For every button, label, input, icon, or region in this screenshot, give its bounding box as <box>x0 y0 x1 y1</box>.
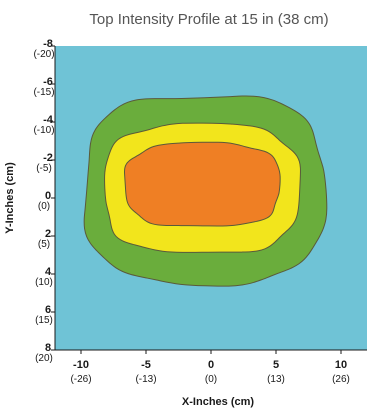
y-tick-label: -2 <box>43 152 53 164</box>
intensity-zones <box>83 95 328 287</box>
y-tick-label: 6 <box>45 304 51 316</box>
x-tick-label: -5 <box>141 359 151 371</box>
x-tick-label: 10 <box>335 359 347 371</box>
x-axis-label: X-Inches (cm) <box>182 396 254 408</box>
x-tick-sublabel: (0) <box>205 374 217 385</box>
y-tick-sublabel: (15) <box>35 315 53 326</box>
x-tick-sublabel: (26) <box>332 374 350 385</box>
x-tick-sublabel: (-26) <box>70 374 91 385</box>
y-tick-label: -4 <box>43 114 54 126</box>
y-tick-sublabel: (-20) <box>33 49 54 60</box>
y-tick-label: 8 <box>45 342 51 354</box>
x-tick-sublabel: (13) <box>267 374 285 385</box>
y-tick-sublabel: (10) <box>35 277 53 288</box>
x-tick-sublabel: (-13) <box>135 374 156 385</box>
chart-title: Top Intensity Profile at 15 in (38 cm) <box>89 11 328 28</box>
y-axis-ticks: -8(-20) -6(-15) -4(-10) -2(-5) 0(0) 2(5) 4(10)… <box>33 38 55 364</box>
y-tick-sublabel: (20) <box>35 353 53 364</box>
orange-zone <box>123 141 281 227</box>
y-tick-label: 0 <box>45 190 51 202</box>
y-axis-label: Y-Inches (cm) <box>4 162 16 234</box>
x-tick-label: -10 <box>73 359 89 371</box>
y-tick-sublabel: (-5) <box>36 163 52 174</box>
y-tick-label: 4 <box>45 266 52 278</box>
y-tick-label: 2 <box>45 228 51 240</box>
y-tick-sublabel: (-10) <box>33 125 54 136</box>
y-tick-label: -6 <box>43 76 53 88</box>
x-tick-label: 5 <box>273 359 279 371</box>
y-tick-sublabel: (0) <box>38 201 50 212</box>
y-tick-sublabel: (5) <box>38 239 50 250</box>
x-tick-label: 0 <box>208 359 214 371</box>
y-tick-sublabel: (-15) <box>33 87 54 98</box>
y-tick-label: -8 <box>43 38 53 50</box>
x-axis-ticks: -10 (-26) -5 (-13) 0 (0) 5 (13) 10 (26) <box>70 350 350 385</box>
